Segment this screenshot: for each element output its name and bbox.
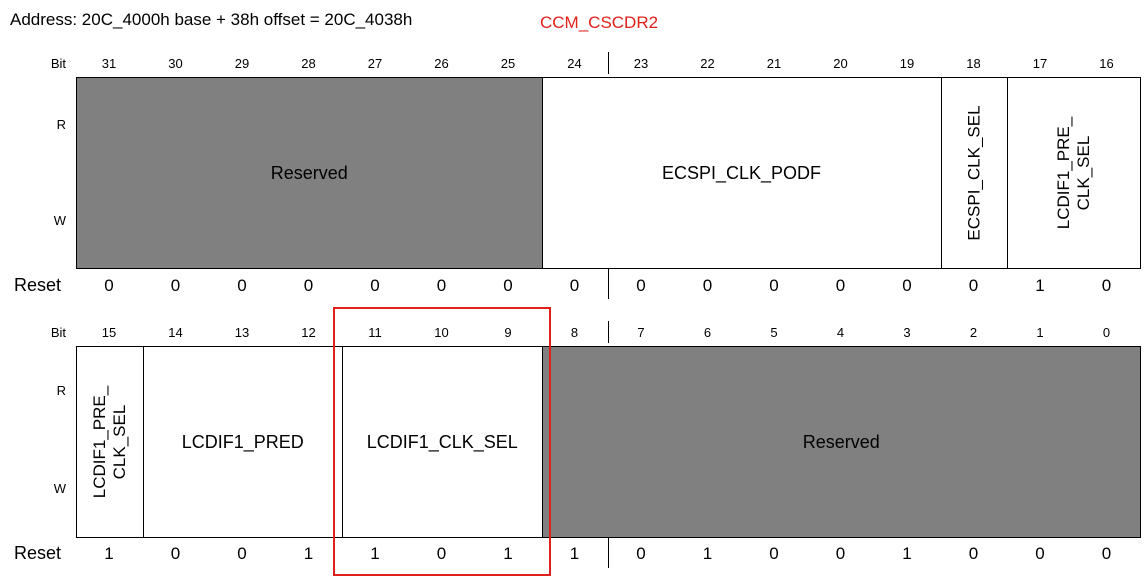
reset-label: Reset <box>14 543 62 563</box>
bit-number: 1 <box>1036 325 1044 340</box>
reserved-field: Reserved <box>541 346 1141 538</box>
reset-value: 1 <box>1035 276 1045 295</box>
reset-value: 0 <box>835 276 846 295</box>
reset-value: 0 <box>968 544 979 563</box>
register-field: LCDIF1_PRE_ CLK_SEL <box>76 346 144 538</box>
bit-number: 0 <box>1102 325 1111 340</box>
reserved-field: Reserved <box>76 77 543 269</box>
read-label: R <box>56 383 66 398</box>
register-field: LCDIF1_PRED <box>142 346 343 538</box>
reset-value: 1 <box>702 544 713 563</box>
reset-value: 1 <box>503 544 513 563</box>
reset-value: 0 <box>237 276 247 295</box>
bit-number: 18 <box>966 56 981 71</box>
reset-value: 0 <box>636 544 646 563</box>
reset-value: 0 <box>835 544 846 563</box>
bit-number: 8 <box>570 325 579 340</box>
register-field: ECSPI_CLK_PODF <box>541 77 942 269</box>
byte-divider <box>608 52 609 74</box>
reset-value: 0 <box>1101 276 1112 295</box>
field-name: ECSPI_CLK_PODF <box>661 162 822 183</box>
register-address: Address: 20C_4000h base + 38h offset = 2… <box>10 10 413 29</box>
highlight-box <box>333 307 551 576</box>
register-field: LCDIF1_CLK_SEL <box>342 346 543 538</box>
reset-value: 0 <box>170 544 181 563</box>
write-label: W <box>53 481 66 496</box>
bit-number: 11 <box>368 325 382 340</box>
register-field: ECSPI_CLK_SEL <box>940 77 1008 269</box>
bit-number: 16 <box>1099 56 1114 71</box>
reset-value: 0 <box>902 276 912 295</box>
byte-divider <box>608 321 609 343</box>
bit-number: 31 <box>101 56 117 71</box>
bit-number: 13 <box>234 325 250 340</box>
bit-number: 7 <box>637 325 645 340</box>
reset-value: 0 <box>436 276 447 295</box>
bit-number: 26 <box>434 56 449 71</box>
register-name: CCM_CSCDR2 <box>540 13 659 32</box>
bit-number: 24 <box>567 56 582 71</box>
field-name: LCDIF1_PRE_ CLK_SEL <box>1054 116 1093 230</box>
bit-number: 5 <box>770 325 778 340</box>
bit-number: 10 <box>434 325 449 340</box>
field-name: ECSPI_CLK_SEL <box>964 105 984 241</box>
reset-value: 0 <box>237 544 247 563</box>
field-name: Reserved <box>270 162 348 183</box>
bit-number: 15 <box>101 325 117 340</box>
bit-label: Bit <box>50 325 66 340</box>
reset-value: 0 <box>503 276 513 295</box>
reset-value: 0 <box>769 544 779 563</box>
bit-number: 20 <box>833 56 848 71</box>
bit-number: 28 <box>301 56 316 71</box>
bit-number: 19 <box>899 56 915 71</box>
reset-value: 0 <box>370 276 380 295</box>
reset-value: 0 <box>170 276 181 295</box>
reset-value: 0 <box>1035 544 1045 563</box>
field-name: LCDIF1_CLK_SEL <box>366 431 518 452</box>
reset-value: 0 <box>436 544 447 563</box>
byte-divider <box>608 538 609 568</box>
bit-number: 17 <box>1032 56 1048 71</box>
reset-value: 1 <box>902 544 912 563</box>
write-label: W <box>53 213 66 228</box>
reset-value: 1 <box>569 544 580 563</box>
reset-value: 1 <box>303 544 314 563</box>
bit-number: 2 <box>969 325 978 340</box>
byte-divider <box>608 269 609 299</box>
bit-number: 14 <box>168 325 183 340</box>
reset-value: 0 <box>636 276 646 295</box>
field-name: LCDIF1_PRE_ CLK_SEL <box>89 385 129 499</box>
bit-number: 30 <box>168 56 183 71</box>
reset-label: Reset <box>14 275 62 295</box>
register-field: LCDIF1_PRE_ CLK_SEL <box>1007 77 1141 269</box>
field-name: Reserved <box>802 431 880 452</box>
bit-number: 27 <box>367 56 383 71</box>
reset-value: 0 <box>303 276 314 295</box>
field-name: LCDIF1_PRED <box>181 431 304 452</box>
reset-value: 0 <box>968 276 979 295</box>
bit-number: 12 <box>301 325 316 340</box>
reset-value: 0 <box>702 276 713 295</box>
bit-number: 23 <box>633 56 649 71</box>
bit-number: 22 <box>700 56 715 71</box>
reset-value: 0 <box>569 276 580 295</box>
bit-number: 21 <box>766 56 782 71</box>
bit-number: 3 <box>903 325 911 340</box>
reset-value: 0 <box>769 276 779 295</box>
reset-value: 0 <box>104 276 114 295</box>
reset-value: 0 <box>1101 544 1112 563</box>
read-label: R <box>56 117 66 132</box>
bit-number: 6 <box>703 325 712 340</box>
reset-value: 1 <box>104 544 114 563</box>
bit-label: Bit <box>50 56 66 71</box>
bit-number: 9 <box>504 325 512 340</box>
bit-number: 29 <box>234 56 250 71</box>
bit-number: 4 <box>836 325 845 340</box>
reset-value: 1 <box>370 544 380 563</box>
bit-number: 25 <box>500 56 516 71</box>
